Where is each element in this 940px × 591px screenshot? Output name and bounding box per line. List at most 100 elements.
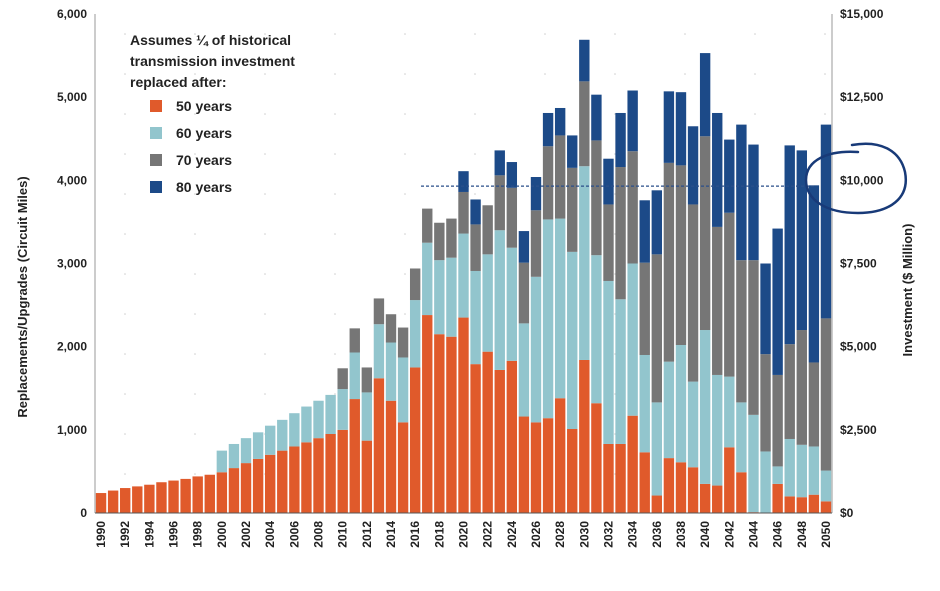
bar-2038-70-years [675,165,687,345]
bar-2001-60-years [228,443,240,469]
bar-2021-80-years [470,199,481,225]
legend-title-line-3: replaced after: [130,74,226,90]
bar-2045-70-years [760,354,771,452]
grid-dot [264,353,266,355]
bar-2027-50-years [542,418,554,513]
bar-2046-70-years [772,374,783,467]
bar-2047-70-years [784,344,795,439]
y2-tick-label: $10,000 [840,173,884,187]
bar-2043-70-years [736,260,747,403]
grid-dot [404,73,406,75]
x-tick-label: 2020 [457,521,471,548]
legend-label-60-years: 60 years [176,125,232,141]
bar-2035-70-years [639,262,650,355]
bar-2011-70-years [349,328,360,353]
bar-2008-50-years [313,438,324,513]
grid-dot [194,233,196,235]
bar-2007-50-years [301,442,312,513]
grid-dot [334,113,336,115]
bar-2041-80-years [712,112,723,227]
bar-2036-80-years [651,190,663,255]
bar-2030-60-years [579,166,590,360]
bar-2023-70-years [494,175,505,231]
bar-2026-80-years [530,177,542,211]
bar-2045-60-years [760,451,771,513]
bar-2036-60-years [651,402,663,496]
bar-2029-80-years [567,135,578,168]
bar-2046-50-years [772,483,783,513]
bar-2006-60-years [289,413,300,447]
x-tick-label: 2022 [481,521,495,548]
x-tick-label: 2000 [215,521,229,548]
bar-2009-60-years [325,394,336,434]
y2-tick-label: $2,500 [840,423,877,437]
bar-2020-70-years [458,191,469,234]
x-tick-label: 2024 [505,521,519,548]
grid-dot [754,113,756,115]
grid-dot [264,273,266,275]
bar-2024-80-years [506,162,518,188]
bar-1995-50-years [156,482,167,513]
bar-2025-50-years [518,416,530,513]
bar-2016-60-years [409,300,421,368]
bar-2004-50-years [264,454,276,513]
grid-dot [334,273,336,275]
bar-2032-80-years [603,158,614,205]
bar-2022-50-years [482,351,493,513]
bar-2002-50-years [240,463,252,513]
x-tick-label: 2012 [360,521,374,548]
x-tick-label: 1990 [94,521,108,548]
bar-2039-60-years [687,381,699,468]
bar-1994-50-years [144,484,155,513]
grid-dot [264,153,266,155]
y2-tick-label: $5,000 [840,340,877,354]
bar-2044-70-years [748,260,759,415]
bar-2001-50-years [228,468,240,513]
legend-title-line-1: Assumes ¼ of historical [130,32,291,48]
grid-dot [824,113,826,115]
bar-2023-80-years [494,150,505,176]
bar-2005-60-years [277,419,288,451]
grid-dot [334,313,336,315]
bar-2040-50-years [699,483,711,513]
bar-2026-70-years [530,210,542,277]
y-axis-title: Replacements/Upgrades (Circuit Miles) [15,176,30,417]
bar-2024-50-years [506,360,518,513]
y-tick-label: 2,000 [57,340,87,354]
x-tick-label: 1994 [142,521,156,548]
bar-2016-70-years [409,268,421,301]
grid-dot [334,233,336,235]
y-tick-label: 1,000 [57,423,87,437]
bar-2035-60-years [639,354,650,453]
bar-2048-70-years [796,330,807,445]
bar-2050-80-years [820,124,832,319]
bar-2048-50-years [796,497,807,513]
grid-dot [124,433,126,435]
bar-2019-60-years [446,257,457,337]
grid-dot [264,33,266,35]
grid-dot [824,73,826,75]
x-tick-label: 2002 [239,521,253,548]
bar-2015-50-years [397,422,409,513]
grid-dot [404,113,406,115]
bar-2043-50-years [736,472,747,513]
bar-2039-50-years [687,467,699,513]
bar-2005-50-years [277,450,288,514]
legend-swatch-50-years [150,100,162,112]
bar-2022-60-years [482,254,493,352]
grid-dot [194,473,196,475]
grid-dot [334,153,336,155]
left-y-tick-labels: 0 1,000 2,000 3,000 4,000 5,000 6,000 [57,7,87,520]
annotation-circle [804,142,908,215]
x-tick-label: 2038 [674,521,688,548]
bar-1993-50-years [132,486,143,513]
bar-2037-80-years [663,91,675,163]
grid-dot [264,233,266,235]
bar-2044-60-years [748,414,759,513]
bar-2028-80-years [554,107,566,136]
grid-dot [124,113,126,115]
bar-2013-60-years [373,324,385,379]
grid-dot [404,193,406,195]
grid-dot [194,33,196,35]
grid-dot [194,153,196,155]
